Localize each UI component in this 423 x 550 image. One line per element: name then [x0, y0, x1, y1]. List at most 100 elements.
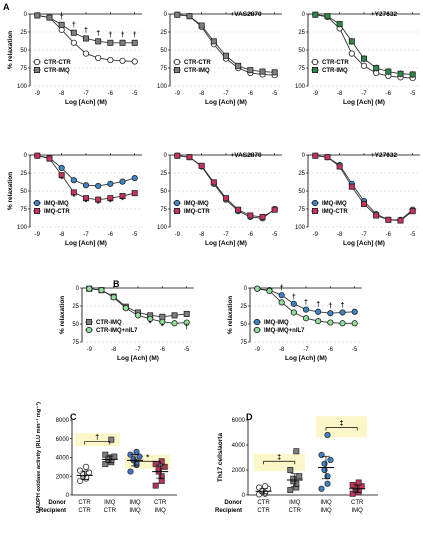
C-group-2-point [108, 436, 115, 443]
A2-y-tick-label: 100 [157, 84, 168, 90]
A5-x-tick-label: -6 [248, 232, 254, 238]
B1-series-2-point [98, 287, 105, 294]
A5-series-2-point [235, 206, 242, 213]
A3-x-tick-label: -6 [386, 91, 392, 97]
A1-significance-mark: † [108, 32, 112, 39]
A5-legend-label-2: IMQ-CTR [184, 209, 210, 215]
A1-x-tick-label: -5 [132, 91, 138, 97]
D-group-3-point [318, 485, 325, 492]
A4-significance-mark: * [121, 198, 124, 205]
panel-label-a: A [3, 2, 10, 12]
A4-y-tick-label: 25 [20, 171, 27, 177]
A4-series-1-point [82, 182, 90, 189]
A1-y-tick-label: 50 [20, 48, 27, 54]
C-group-3-point [136, 453, 143, 460]
A2-series-2-point [271, 69, 278, 76]
A6-x-tick-label: -7 [361, 232, 367, 238]
D-donor-label: IMQ [289, 500, 301, 506]
B2-legend-label-1: IMQ-IMQ [264, 320, 289, 326]
A4-y-tick-label: 100 [17, 225, 28, 231]
C-group-1-point [83, 463, 90, 470]
A5-series-2-point [210, 179, 217, 186]
D-recipient-label: IMQ [320, 508, 332, 514]
B2-series-2-point [327, 319, 334, 326]
panel-label-c: C [70, 412, 77, 422]
A1-x-tick-label: -8 [59, 91, 65, 97]
A1-y-tick-label: 75 [20, 66, 27, 72]
A3-y-tick-label: 75 [298, 66, 305, 72]
A4-x-tick-label: -9 [35, 232, 41, 238]
A5-series-2-point [198, 162, 205, 169]
D-group-1-point [255, 484, 263, 491]
B2-x-tick-label: -6 [328, 347, 334, 353]
A5-x-tick-label: -9 [175, 232, 181, 238]
B1-y-tick-label: 25 [72, 304, 79, 310]
A5-x-tick-label: -7 [223, 232, 229, 238]
D-significance-mark: ‡ [277, 454, 281, 461]
A4-series-1-point [95, 182, 102, 190]
C-group-4-point [161, 463, 168, 470]
A4-x-tick-label: -7 [83, 232, 89, 238]
D-highlight [253, 453, 305, 472]
A2-series-2-point [198, 22, 205, 29]
A2-series-2-point [186, 13, 193, 20]
C-recipient-label: CTR [104, 508, 117, 514]
B1-series-2-point [171, 320, 178, 327]
A3-x-axis-label: Log [Ach] (M) [343, 99, 385, 106]
A5-y-tick-label: 0 [164, 153, 168, 159]
A6-series-2-point [312, 152, 319, 159]
B1-series-2-point [110, 294, 117, 301]
A4-series-2-point [70, 189, 77, 196]
B2-series-2-point [315, 318, 322, 325]
A1-legend-marker [34, 67, 41, 74]
C-significance-mark: † [95, 435, 99, 442]
D-group-3-point [321, 466, 328, 474]
A1-series-2-point [119, 39, 126, 46]
A2-y-tick-label: 0 [164, 12, 168, 18]
A1-series-2-point [107, 39, 114, 46]
B2-series-2-point [254, 285, 261, 292]
A6-x-tick-label: -8 [337, 232, 343, 238]
A5-series-2-point [174, 152, 181, 159]
B1-series-1-point [159, 313, 166, 320]
A3-series-2-point [348, 38, 355, 45]
panel-label-b: B [113, 279, 120, 289]
A1-significance-mark: † [96, 31, 100, 38]
A2-y-tick-label: 50 [160, 48, 167, 54]
B1-significance-mark: * [149, 320, 152, 327]
D-y-tick-label: 6000 [232, 418, 246, 424]
A3-series-1-point [348, 50, 355, 57]
A6-series-2-point [385, 216, 392, 223]
A2-x-tick-label: -9 [175, 91, 181, 97]
C-group-3-point [127, 468, 134, 475]
A1-series-2-point [131, 39, 138, 46]
B1-significance-mark: * [161, 323, 164, 330]
A2-x-tick-label: -5 [272, 91, 278, 97]
A1-x-tick-label: -7 [83, 91, 89, 97]
A4-significance-mark: * [72, 194, 75, 201]
B2-series-1-point [278, 292, 285, 299]
A4-legend-label-1: IMQ-IMQ [44, 201, 69, 207]
B1-y-tick-label: 50 [72, 322, 79, 328]
A3-x-tick-label: -9 [313, 91, 319, 97]
D-group-3-point [327, 456, 334, 464]
A6-x-tick-label: -6 [386, 232, 392, 238]
A3-y-tick-label: 50 [298, 48, 305, 54]
A2-x-tick-label: -6 [248, 91, 254, 97]
A1-legend-label-1: CTR-CTR [44, 60, 71, 66]
B1-series-2-point [147, 315, 154, 323]
A5-y-tick-label: 50 [160, 189, 167, 195]
A1-series-1-point [119, 57, 126, 64]
C-donor-label: CTR [78, 500, 91, 506]
C-group-2-point [111, 453, 118, 460]
A5-series-2-point [247, 212, 254, 219]
A4-series-1-point [107, 180, 114, 187]
A5-title: +VAS2870 [230, 152, 262, 159]
A3-x-tick-label: -8 [337, 91, 343, 97]
A1-significance-mark: † [72, 22, 76, 29]
B2-series-1-point [315, 308, 322, 315]
A6-legend-label-1: IMQ-IMQ [322, 201, 347, 207]
A6-x-tick-label: -9 [313, 232, 319, 238]
A4-series-2-point [119, 193, 126, 200]
